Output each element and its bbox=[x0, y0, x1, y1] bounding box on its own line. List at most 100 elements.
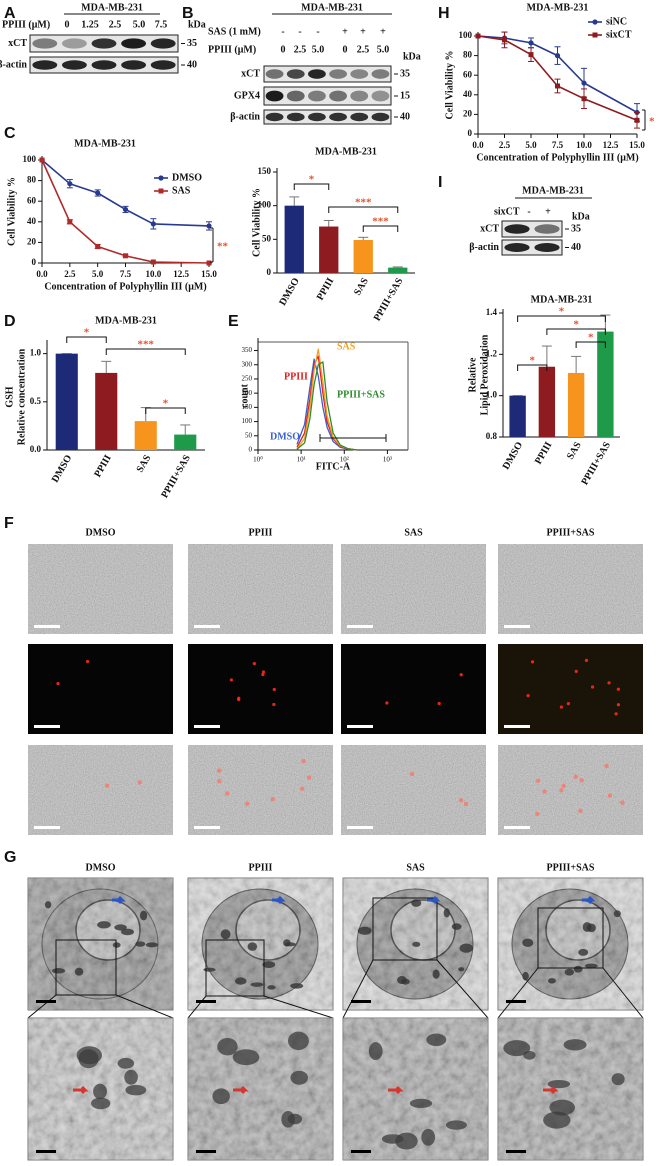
band bbox=[286, 90, 305, 102]
red-signal bbox=[607, 681, 611, 685]
micrograph-texture bbox=[341, 544, 486, 634]
panel-label: F bbox=[4, 515, 14, 532]
point bbox=[95, 244, 101, 250]
annotation-bracket bbox=[517, 364, 548, 371]
annotation-bracket bbox=[293, 183, 330, 190]
band bbox=[61, 60, 87, 70]
scale-bar bbox=[506, 1150, 526, 1153]
y-tick-label: 80 bbox=[27, 175, 37, 185]
band bbox=[61, 38, 87, 49]
red-signal bbox=[270, 797, 275, 802]
organelle bbox=[93, 1083, 107, 1100]
red-signal bbox=[584, 658, 589, 662]
scale-bar bbox=[36, 1150, 56, 1153]
y-tick-label: 1.0 bbox=[486, 390, 498, 400]
red-signal bbox=[229, 678, 233, 682]
scale-bar bbox=[347, 725, 373, 728]
annotation: * bbox=[559, 306, 565, 318]
red-signal bbox=[535, 778, 541, 784]
organelle bbox=[74, 967, 84, 976]
band-name: β-actin bbox=[469, 242, 499, 253]
organelle bbox=[203, 967, 216, 972]
organelle bbox=[135, 941, 146, 947]
organelle bbox=[220, 929, 231, 940]
annotation: * bbox=[649, 116, 655, 128]
y-tick-label: 0 bbox=[267, 267, 272, 277]
panel-label: D bbox=[4, 313, 16, 330]
red-signal bbox=[237, 697, 241, 702]
organelle bbox=[125, 1084, 147, 1096]
x-tick-label: SAS bbox=[352, 276, 371, 298]
panel-label: H bbox=[438, 5, 450, 22]
band bbox=[371, 90, 390, 102]
bar bbox=[284, 205, 304, 273]
x-tick-label: SAS bbox=[135, 453, 154, 475]
red-signal bbox=[614, 712, 618, 716]
lane-label: 0 bbox=[343, 44, 348, 55]
y-tick-label: 50 bbox=[262, 233, 272, 243]
point bbox=[528, 40, 534, 46]
lane-label: + bbox=[342, 26, 348, 37]
x-tick-label: PPIII bbox=[92, 453, 114, 479]
panel-label: A bbox=[4, 5, 16, 22]
point bbox=[122, 206, 129, 213]
micrograph-texture bbox=[28, 745, 173, 835]
organelle bbox=[586, 923, 596, 933]
point bbox=[67, 181, 73, 187]
band-name: β-actin bbox=[0, 59, 27, 70]
x-tick-label: 10² bbox=[340, 456, 349, 464]
organelle bbox=[564, 968, 574, 976]
scale-bar bbox=[506, 1000, 526, 1003]
x-tick-label: 12.5 bbox=[173, 269, 189, 279]
column-label: PPIII+SAS bbox=[547, 862, 595, 873]
legend-marker bbox=[158, 188, 164, 194]
x-tick-label: 10.0 bbox=[576, 140, 592, 150]
legend-marker bbox=[158, 175, 164, 181]
organelle bbox=[139, 910, 148, 921]
zoom-line bbox=[602, 967, 644, 1019]
organelle bbox=[549, 1099, 576, 1116]
kda-label: kDa bbox=[188, 19, 206, 30]
red-signal bbox=[252, 662, 256, 666]
annotation: * bbox=[163, 398, 169, 410]
band bbox=[32, 38, 58, 49]
red-signal bbox=[272, 702, 276, 707]
point bbox=[555, 83, 560, 89]
organelle bbox=[573, 965, 583, 973]
legend-label: PPIII+SAS bbox=[337, 389, 385, 400]
blot-title: MDA-MB-231 bbox=[301, 2, 363, 13]
arrow bbox=[388, 1085, 404, 1095]
band bbox=[329, 90, 347, 102]
series-line bbox=[296, 355, 358, 451]
organelle bbox=[421, 1128, 436, 1146]
annotation-bracket bbox=[66, 336, 107, 343]
kda-marker: 35 bbox=[187, 38, 197, 49]
organelle bbox=[44, 901, 52, 909]
y-tick-label: 0.5 bbox=[30, 396, 42, 406]
zoom-box bbox=[205, 939, 265, 997]
column-label: SAS bbox=[406, 862, 425, 873]
micrograph-texture bbox=[188, 544, 333, 634]
series-line bbox=[41, 159, 210, 264]
annotation-bracket bbox=[328, 206, 399, 213]
zoom-line bbox=[263, 995, 334, 1019]
micrograph-texture bbox=[188, 745, 333, 835]
organelle bbox=[543, 1111, 571, 1129]
point bbox=[150, 259, 156, 265]
bar bbox=[319, 226, 339, 273]
point bbox=[67, 219, 73, 225]
red-signal bbox=[530, 660, 535, 664]
red-signal bbox=[225, 791, 230, 796]
lane-label: - bbox=[316, 26, 319, 37]
annotation-bracket bbox=[575, 341, 606, 348]
x-tick-label: 10³ bbox=[383, 456, 392, 464]
y-tick-label: 200 bbox=[242, 389, 253, 397]
x-tick-label: DMSO bbox=[501, 440, 526, 472]
annotation-bracket bbox=[362, 225, 399, 232]
bar bbox=[567, 372, 585, 437]
legend-label: DMSO bbox=[172, 172, 202, 183]
organelle bbox=[426, 1033, 447, 1047]
zoom-box bbox=[55, 939, 117, 996]
band bbox=[308, 69, 326, 79]
y-tick-label: 0.0 bbox=[30, 444, 42, 454]
